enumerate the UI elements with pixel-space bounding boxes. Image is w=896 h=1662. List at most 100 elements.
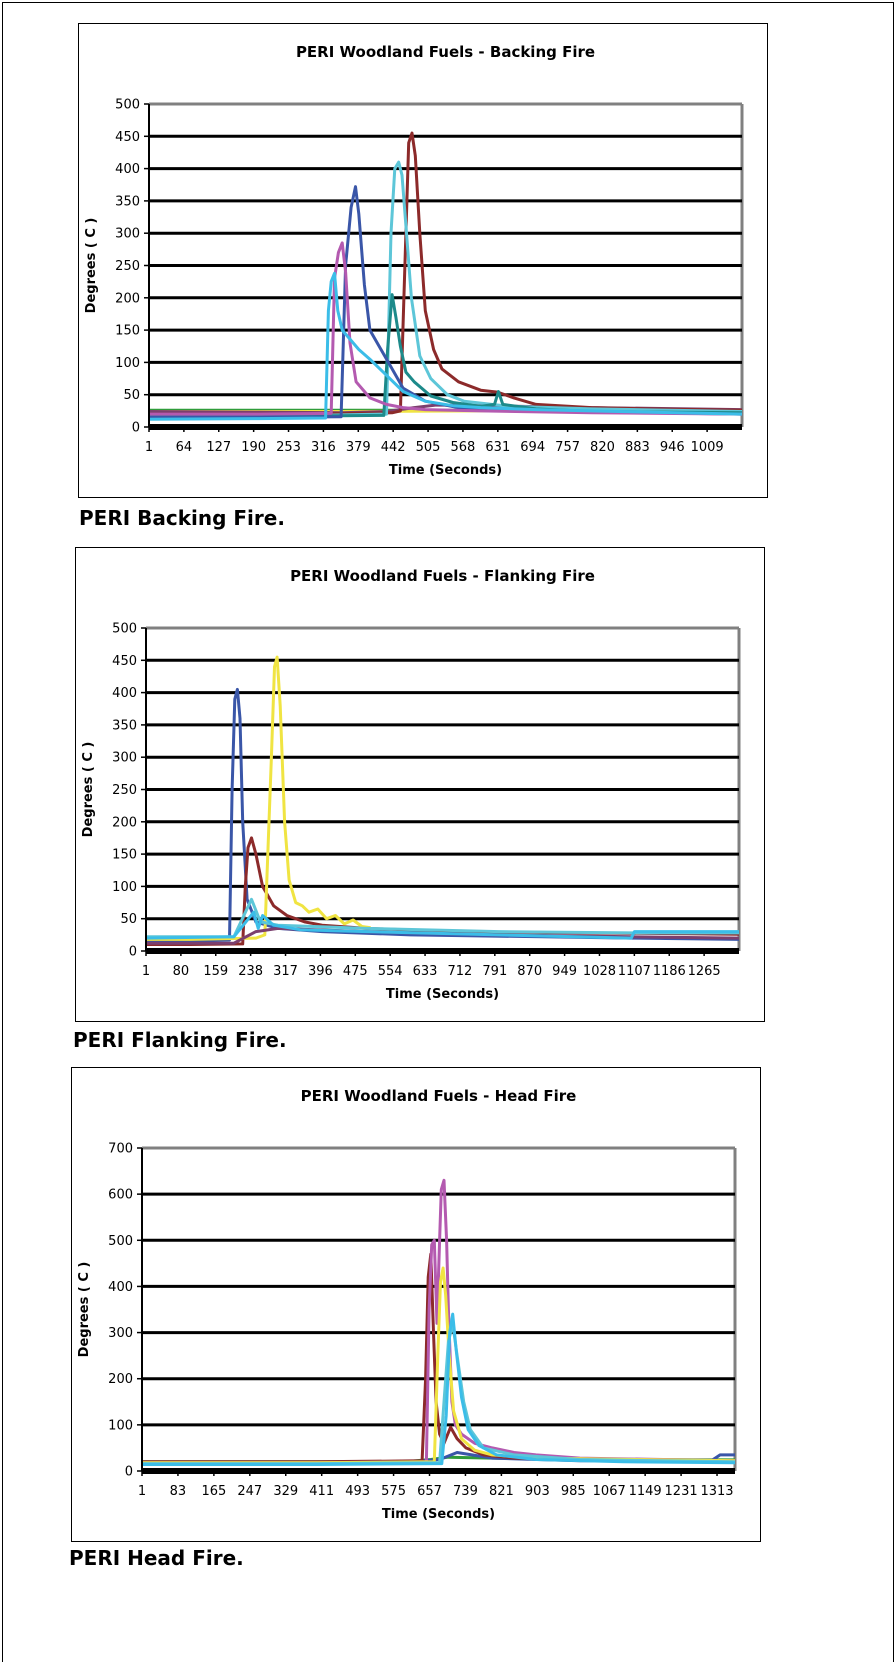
- y-tick-label: 50: [123, 388, 140, 403]
- x-tick-label: 238: [238, 964, 263, 979]
- y-tick-label: 100: [108, 1418, 133, 1433]
- y-tick-label: 200: [115, 291, 140, 306]
- x-tick-label: 791: [482, 964, 507, 979]
- series-line-6: [149, 185, 743, 419]
- y-tick-label: 150: [115, 324, 140, 339]
- y-tick-label: 0: [125, 1465, 133, 1480]
- y-tick-label: 400: [112, 686, 137, 701]
- x-tick-label: 396: [308, 964, 333, 979]
- series-line-3: [142, 1178, 736, 1465]
- y-tick-label: 300: [112, 751, 137, 766]
- chart-head-fire: PERI Woodland Fuels - Head Fire 0 100 200 30…: [71, 1067, 761, 1542]
- chart-svg: PERI Woodland Fuels - Backing Fire 0 50 100…: [84, 43, 744, 478]
- y-tick-label: 0: [132, 421, 140, 436]
- caption-backing-fire: PERI Backing Fire.: [79, 506, 285, 530]
- series-line-5: [145, 910, 739, 940]
- chart-title: PERI Woodland Fuels - Head Fire: [301, 1087, 577, 1105]
- series-line-4: [142, 1266, 736, 1465]
- y-tick-label: 150: [112, 848, 137, 863]
- x-tick-label: 946: [660, 440, 685, 455]
- x-tick-label: 442: [381, 440, 406, 455]
- x-tick-label: 568: [451, 440, 476, 455]
- series-line-8: [148, 271, 743, 421]
- x-tick-label: 379: [346, 440, 371, 455]
- y-tick-label: 0: [129, 945, 137, 960]
- y-tick-label: 100: [112, 880, 137, 895]
- x-tick-label: 821: [489, 1484, 514, 1499]
- y-tick-label: 450: [115, 130, 140, 145]
- chart-svg: PERI Woodland Fuels - Head Fire 0 100 200 30…: [77, 1087, 737, 1522]
- x-tick-label: 633: [413, 964, 438, 979]
- x-tick-label: 475: [343, 964, 368, 979]
- x-tick-label: 1067: [593, 1484, 626, 1499]
- x-axis-label: Time (Seconds): [382, 1507, 495, 1522]
- y-tick-label: 500: [115, 98, 140, 113]
- x-tick-label: 694: [520, 440, 545, 455]
- x-tick-label: 64: [176, 440, 193, 455]
- y-tick-label: 350: [112, 718, 137, 733]
- x-tick-label: 165: [201, 1484, 226, 1499]
- x-tick-label: 493: [345, 1484, 370, 1499]
- x-tick-label: 820: [590, 440, 615, 455]
- x-tick-label: 739: [453, 1484, 478, 1499]
- x-tick-label: 329: [273, 1484, 298, 1499]
- y-tick-label: 600: [108, 1188, 133, 1203]
- x-tick-label: 247: [237, 1484, 262, 1499]
- y-tick-label: 50: [120, 912, 137, 927]
- y-tick-label: 450: [112, 654, 137, 669]
- x-axis-label: Time (Seconds): [386, 987, 499, 1002]
- y-tick-label: 700: [108, 1142, 133, 1157]
- y-axis-label: Degrees ( C ): [84, 218, 99, 314]
- x-tick-label: 1265: [688, 964, 721, 979]
- x-tick-label: 80: [173, 964, 190, 979]
- x-tick-label: 411: [309, 1484, 334, 1499]
- caption-head-fire: PERI Head Fire.: [69, 1546, 244, 1570]
- x-tick-label: 870: [517, 964, 542, 979]
- y-tick-label: 100: [115, 356, 140, 371]
- x-tick-label: 190: [241, 440, 266, 455]
- x-tick-label: 1107: [618, 964, 651, 979]
- y-axis-label: Degrees ( C ): [77, 1262, 92, 1358]
- x-tick-label: 554: [378, 964, 403, 979]
- x-tick-label: 83: [170, 1484, 187, 1499]
- x-tick-label: 1009: [691, 440, 724, 455]
- series-line-5: [149, 293, 743, 418]
- x-tick-label: 575: [381, 1484, 406, 1499]
- x-tick-label: 903: [525, 1484, 550, 1499]
- x-tick-label: 657: [417, 1484, 442, 1499]
- y-tick-label: 500: [112, 622, 137, 637]
- x-tick-label: 317: [273, 964, 298, 979]
- x-tick-label: 1313: [700, 1484, 733, 1499]
- x-tick-label: 985: [561, 1484, 586, 1499]
- y-axis-label: Degrees ( C ): [81, 742, 96, 838]
- x-tick-label: 1: [138, 1484, 146, 1499]
- y-tick-label: 200: [112, 815, 137, 830]
- x-tick-label: 127: [206, 440, 231, 455]
- x-tick-label: 757: [555, 440, 580, 455]
- y-tick-label: 300: [115, 227, 140, 242]
- y-tick-label: 200: [108, 1372, 133, 1387]
- series-line-0: [146, 687, 740, 943]
- y-tick-label: 400: [115, 162, 140, 177]
- x-axis-label: Time (Seconds): [389, 463, 502, 478]
- x-tick-label: 1149: [629, 1484, 662, 1499]
- y-tick-label: 250: [115, 259, 140, 274]
- x-tick-label: 1028: [583, 964, 616, 979]
- x-tick-label: 712: [448, 964, 473, 979]
- x-tick-label: 505: [416, 440, 441, 455]
- x-tick-label: 1: [142, 964, 150, 979]
- x-tick-label: 316: [311, 440, 336, 455]
- series-line-6: [142, 1312, 736, 1466]
- series-line-7: [149, 241, 743, 416]
- y-tick-label: 400: [108, 1280, 133, 1295]
- series-line-2: [146, 655, 371, 941]
- x-tick-label: 253: [276, 440, 301, 455]
- y-tick-label: 500: [108, 1234, 133, 1249]
- chart-backing-fire: PERI Woodland Fuels - Backing Fire 0 50 100…: [78, 23, 768, 498]
- x-tick-label: 159: [203, 964, 228, 979]
- y-tick-label: 250: [112, 783, 137, 798]
- x-tick-label: 1186: [653, 964, 686, 979]
- x-tick-label: 631: [485, 440, 510, 455]
- x-tick-label: 883: [625, 440, 650, 455]
